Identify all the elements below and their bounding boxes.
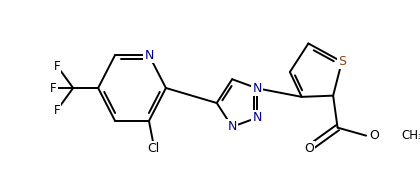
Text: O: O bbox=[304, 142, 314, 155]
Text: S: S bbox=[338, 55, 346, 68]
Text: O: O bbox=[369, 129, 379, 142]
Text: N: N bbox=[252, 111, 262, 124]
Text: F: F bbox=[54, 104, 60, 116]
Text: F: F bbox=[50, 81, 57, 95]
Text: N: N bbox=[144, 49, 154, 62]
Text: N: N bbox=[228, 120, 237, 133]
Text: Cl: Cl bbox=[147, 142, 160, 155]
Text: N: N bbox=[252, 82, 262, 95]
Text: F: F bbox=[54, 59, 60, 73]
Text: CH₃: CH₃ bbox=[402, 129, 420, 142]
